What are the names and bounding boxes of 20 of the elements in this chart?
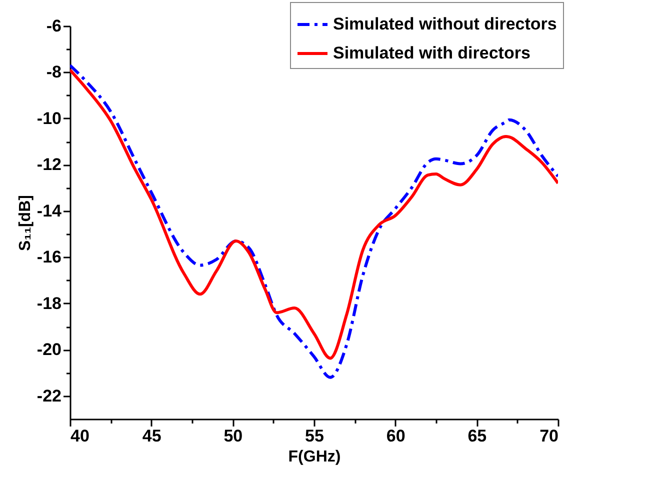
y-tick-label: -16: [36, 248, 62, 267]
y-tick-label: -12: [36, 155, 62, 174]
x-tick-label: 45: [142, 426, 162, 446]
y-axis-title: S₁₁[dB]: [16, 195, 34, 251]
y-tick-label: -10: [36, 108, 62, 128]
x-tick-label: 50: [224, 426, 243, 446]
y-tick-label: -18: [36, 294, 62, 313]
y-tick-label: -8: [46, 62, 62, 82]
x-tick-label: 70: [540, 426, 558, 446]
x-tick-label: 55: [305, 426, 324, 446]
x-tick-label: 65: [468, 426, 487, 446]
x-tick-label: 60: [386, 426, 406, 446]
y-tick-label: -14: [36, 201, 62, 220]
x-tick-label: 40: [70, 426, 90, 446]
y-tick-label: -6: [46, 16, 62, 36]
legend-label: Simulated with directors: [333, 44, 530, 62]
y-tick-label: -22: [36, 386, 62, 406]
y-tick-label: -20: [36, 340, 62, 360]
x-axis-title: F(GHz): [288, 448, 341, 466]
legend-label: Simulated without directors: [333, 14, 557, 34]
